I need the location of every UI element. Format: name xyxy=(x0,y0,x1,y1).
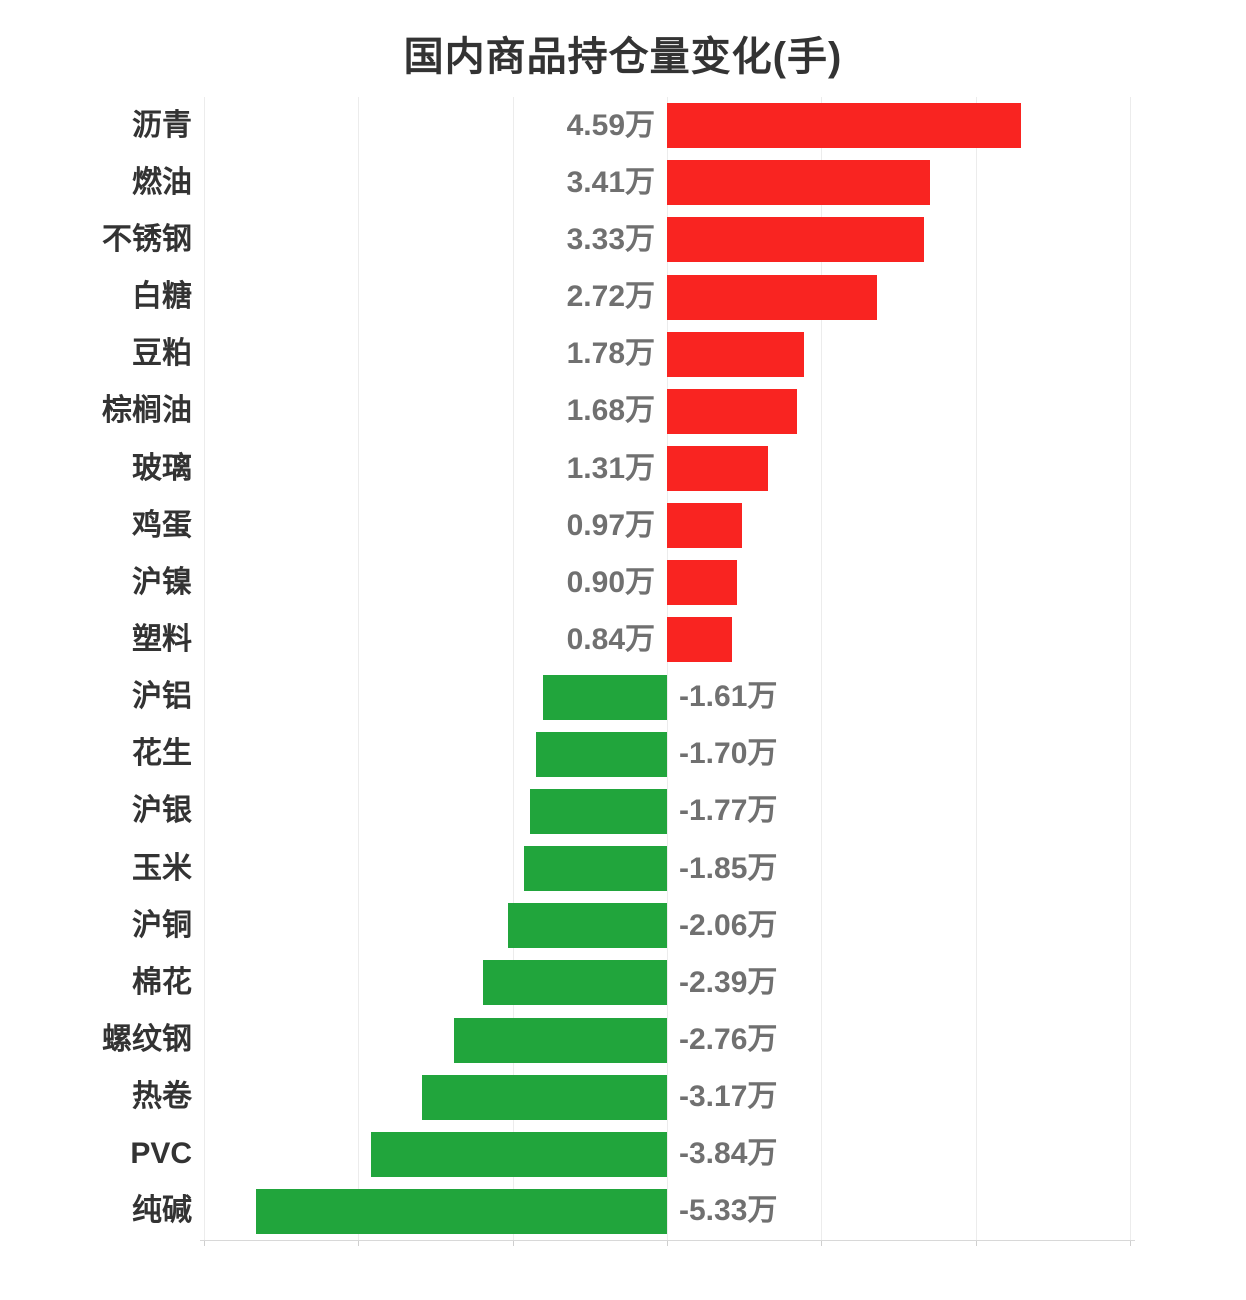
category-label: 热卷 xyxy=(132,1080,192,1114)
x-axis-tick xyxy=(975,1240,977,1246)
bar xyxy=(530,788,667,834)
gridline xyxy=(975,97,977,1240)
bar xyxy=(667,503,742,549)
gridline xyxy=(667,97,668,1240)
value-label: 1.68万 xyxy=(566,394,655,428)
value-label: -3.17万 xyxy=(679,1080,778,1114)
value-label: -2.39万 xyxy=(679,965,778,999)
bar xyxy=(667,388,797,434)
bar xyxy=(667,560,737,606)
gridline xyxy=(512,97,514,1240)
category-label: 鸡蛋 xyxy=(132,508,192,542)
bar xyxy=(667,331,805,377)
x-axis-tick xyxy=(203,1240,205,1246)
bar xyxy=(422,1074,667,1120)
value-label: -1.70万 xyxy=(679,737,778,771)
gridline xyxy=(1130,97,1132,1240)
category-label: 不锈钢 xyxy=(102,222,192,256)
value-label: -1.85万 xyxy=(679,851,778,885)
value-label: 3.41万 xyxy=(566,165,655,199)
bar xyxy=(667,446,769,491)
category-label: 沪镍 xyxy=(132,565,192,599)
x-axis-tick xyxy=(667,1240,668,1246)
gridline xyxy=(203,97,205,1240)
bar xyxy=(535,731,667,777)
value-label: 1.31万 xyxy=(566,451,655,485)
x-axis-tick xyxy=(821,1240,823,1246)
x-axis-line xyxy=(200,1240,1135,1241)
value-label: 0.90万 xyxy=(566,565,655,599)
value-label: -1.61万 xyxy=(679,680,778,714)
bar xyxy=(667,217,925,263)
gridline xyxy=(821,97,823,1240)
value-label: 0.84万 xyxy=(566,622,655,656)
value-label: 4.59万 xyxy=(566,108,655,142)
category-label: 沪银 xyxy=(132,794,192,828)
value-label: -1.77万 xyxy=(679,794,778,828)
bar xyxy=(667,617,732,663)
value-label: -3.84万 xyxy=(679,1137,778,1171)
x-axis-tick xyxy=(512,1240,514,1246)
value-label: 2.72万 xyxy=(566,280,655,313)
category-label: 白糖 xyxy=(132,280,192,313)
value-label: -2.06万 xyxy=(679,908,778,942)
category-label: 沪铝 xyxy=(132,680,192,714)
bar xyxy=(255,1188,667,1234)
bar xyxy=(667,160,931,206)
value-label: -5.33万 xyxy=(679,1194,778,1228)
category-label: 沪铜 xyxy=(132,908,192,942)
category-label: 棉花 xyxy=(132,965,192,999)
x-axis-tick xyxy=(358,1240,360,1246)
bar xyxy=(542,674,667,720)
gridline xyxy=(358,97,360,1240)
category-label: 沥青 xyxy=(132,108,192,142)
category-label: 棕榈油 xyxy=(102,394,192,428)
category-label: 纯碱 xyxy=(132,1194,192,1228)
category-label: 塑料 xyxy=(132,622,192,656)
category-label: 螺纹钢 xyxy=(102,1023,192,1056)
category-label: 燃油 xyxy=(132,165,192,199)
bar xyxy=(482,960,667,1006)
value-label: 1.78万 xyxy=(566,337,655,371)
category-label: 玻璃 xyxy=(132,451,192,485)
bar xyxy=(453,1017,667,1063)
category-label: PVC xyxy=(130,1137,192,1171)
value-label: 3.33万 xyxy=(566,222,655,256)
bar xyxy=(667,103,1022,149)
category-label: 花生 xyxy=(132,737,192,771)
bar xyxy=(370,1131,667,1177)
value-label: 0.97万 xyxy=(566,508,655,542)
bar xyxy=(524,846,667,891)
chart-title: 国内商品持仓量变化(手) xyxy=(403,35,843,79)
bar xyxy=(667,274,877,320)
category-label: 玉米 xyxy=(132,851,192,885)
x-axis-tick xyxy=(1130,1240,1132,1246)
category-label: 豆粕 xyxy=(132,337,192,371)
bar xyxy=(508,903,667,949)
value-label: -2.76万 xyxy=(679,1023,778,1056)
